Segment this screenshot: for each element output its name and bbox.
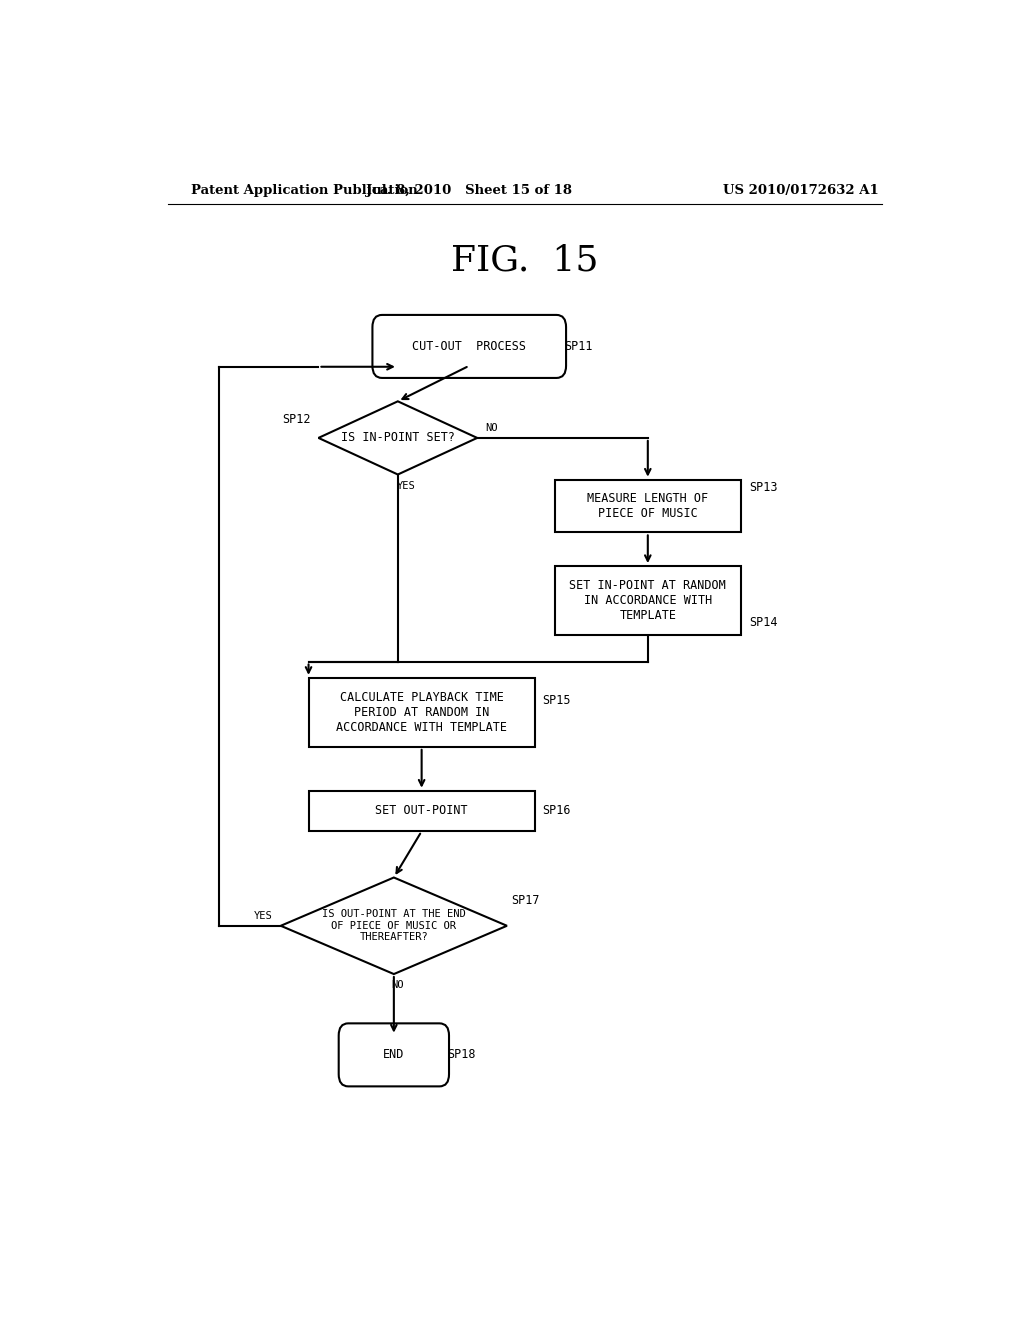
Text: YES: YES xyxy=(396,480,415,491)
Polygon shape xyxy=(318,401,477,474)
Text: Jul. 8, 2010   Sheet 15 of 18: Jul. 8, 2010 Sheet 15 of 18 xyxy=(367,185,572,198)
Text: YES: YES xyxy=(254,911,272,920)
Text: US 2010/0172632 A1: US 2010/0172632 A1 xyxy=(723,185,879,198)
Text: SP18: SP18 xyxy=(447,1048,476,1061)
Text: END: END xyxy=(383,1048,404,1061)
Text: CALCULATE PLAYBACK TIME
PERIOD AT RANDOM IN
ACCORDANCE WITH TEMPLATE: CALCULATE PLAYBACK TIME PERIOD AT RANDOM… xyxy=(336,690,507,734)
Bar xyxy=(555,566,741,635)
Text: NO: NO xyxy=(391,981,404,990)
Text: SP16: SP16 xyxy=(543,804,571,817)
Text: IS OUT-POINT AT THE END
OF PIECE OF MUSIC OR
THEREAFTER?: IS OUT-POINT AT THE END OF PIECE OF MUSI… xyxy=(322,909,466,942)
Text: SP11: SP11 xyxy=(564,341,593,352)
FancyBboxPatch shape xyxy=(373,315,566,378)
Text: Patent Application Publication: Patent Application Publication xyxy=(191,185,418,198)
Bar xyxy=(308,791,535,832)
FancyBboxPatch shape xyxy=(339,1023,449,1086)
Text: SP15: SP15 xyxy=(543,693,571,706)
Text: SET IN-POINT AT RANDOM
IN ACCORDANCE WITH
TEMPLATE: SET IN-POINT AT RANDOM IN ACCORDANCE WIT… xyxy=(569,579,726,622)
Text: SP17: SP17 xyxy=(511,894,540,907)
Polygon shape xyxy=(281,878,507,974)
Text: SP14: SP14 xyxy=(749,616,777,630)
Bar xyxy=(555,479,741,532)
Text: CUT-OUT  PROCESS: CUT-OUT PROCESS xyxy=(413,341,526,352)
Text: FIG.  15: FIG. 15 xyxy=(451,243,599,277)
Text: SP13: SP13 xyxy=(749,482,777,494)
Text: MEASURE LENGTH OF
PIECE OF MUSIC: MEASURE LENGTH OF PIECE OF MUSIC xyxy=(587,492,709,520)
Bar xyxy=(308,677,535,747)
Text: NO: NO xyxy=(485,422,498,433)
Text: SET OUT-POINT: SET OUT-POINT xyxy=(376,804,468,817)
Text: IS IN-POINT SET?: IS IN-POINT SET? xyxy=(341,432,455,445)
Text: SP12: SP12 xyxy=(282,413,310,426)
